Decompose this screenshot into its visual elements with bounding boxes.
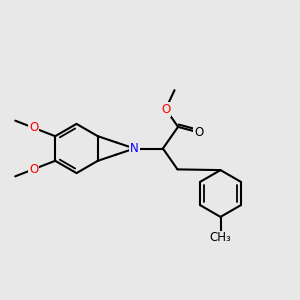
Text: O: O bbox=[29, 121, 38, 134]
Text: O: O bbox=[29, 163, 38, 176]
Text: O: O bbox=[161, 103, 170, 116]
Text: CH₃: CH₃ bbox=[210, 231, 231, 244]
Text: N: N bbox=[130, 142, 139, 155]
Text: O: O bbox=[194, 126, 203, 139]
